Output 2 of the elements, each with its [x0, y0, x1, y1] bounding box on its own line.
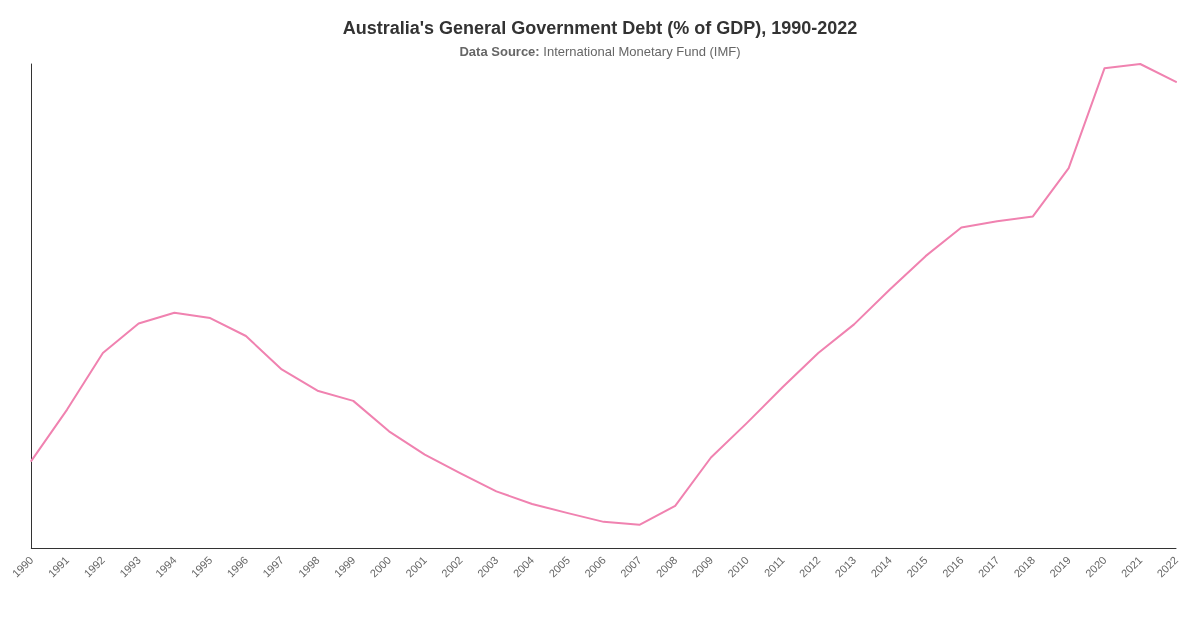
chart-subtitle: Data Source: International Monetary Fund (IMF)	[459, 44, 741, 59]
chart-title: Australia's General Government Debt (% of GDP), 1990-2022	[342, 18, 858, 38]
